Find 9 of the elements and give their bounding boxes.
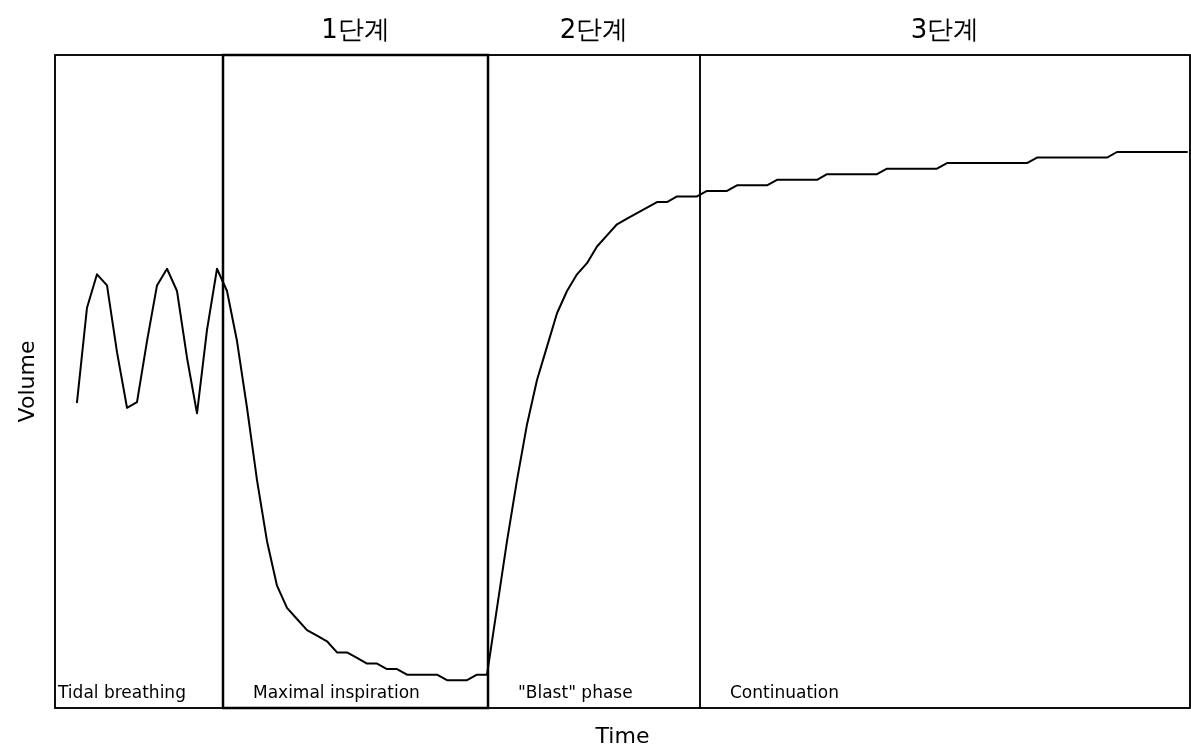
text: 2단계 (559, 14, 629, 44)
y-axis-title: Volume (14, 340, 39, 423)
annotation: Maximal inspiration (253, 682, 420, 702)
text: 3단계 (910, 14, 980, 44)
x-axis-title: Time (594, 723, 650, 748)
text: 1단계 (321, 14, 390, 44)
annotation: Continuation (730, 682, 839, 702)
annotation: "Blast" phase (518, 682, 633, 702)
annotation: Tidal breathing (57, 682, 186, 702)
